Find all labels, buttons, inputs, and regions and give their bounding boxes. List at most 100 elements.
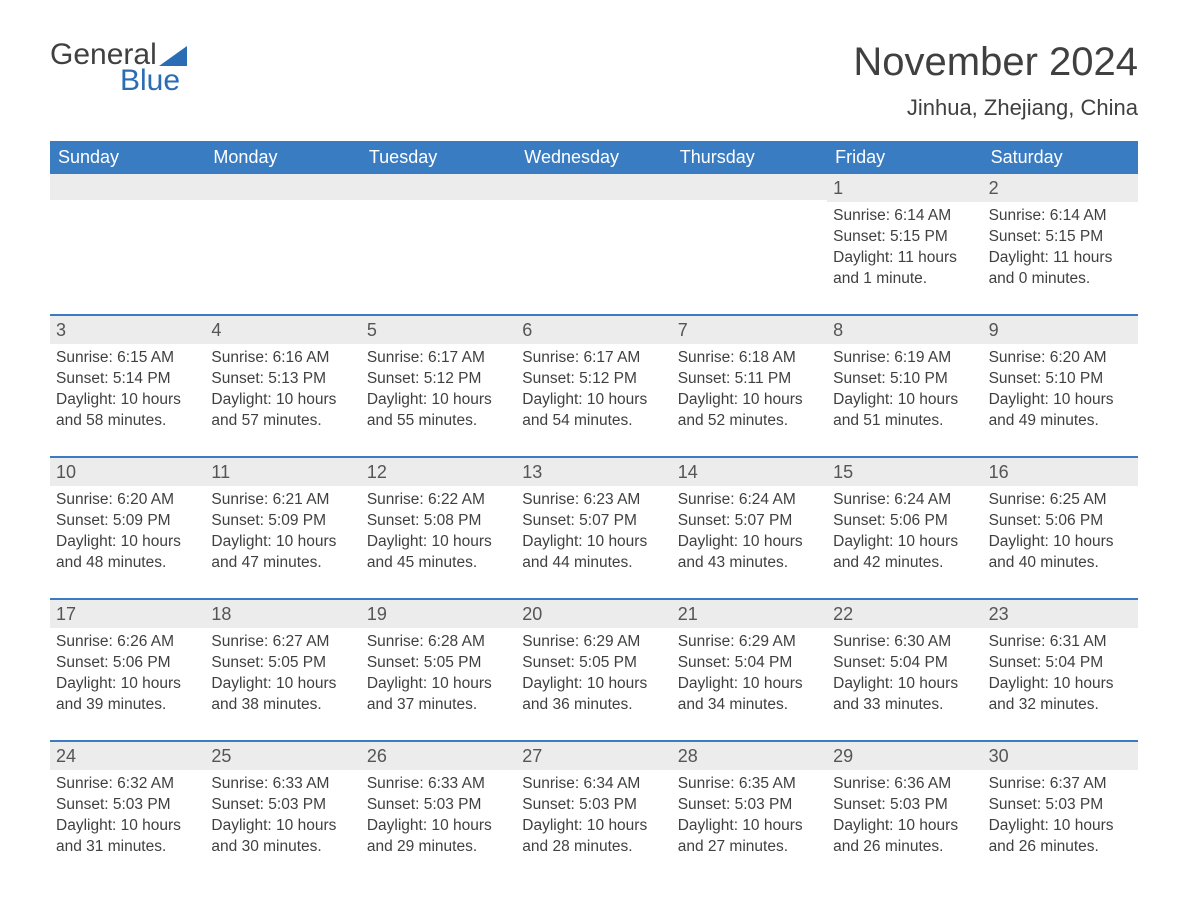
day-number: 29 [827, 742, 982, 770]
day-header-friday: Friday [827, 141, 982, 174]
calendar-cell: 16Sunrise: 6:25 AMSunset: 5:06 PMDayligh… [983, 458, 1138, 580]
weeks-container: 1Sunrise: 6:14 AMSunset: 5:15 PMDaylight… [50, 174, 1138, 864]
sunset-text: Sunset: 5:06 PM [833, 511, 976, 532]
header: General Blue November 2024 Jinhua, Zheji… [50, 40, 1138, 133]
calendar-cell-empty [516, 174, 671, 296]
day-header-tuesday: Tuesday [361, 141, 516, 174]
daylight-text: Daylight: 10 hours and 57 minutes. [211, 390, 354, 432]
day-header-wednesday: Wednesday [516, 141, 671, 174]
calendar-cell: 20Sunrise: 6:29 AMSunset: 5:05 PMDayligh… [516, 600, 671, 722]
week-row: 17Sunrise: 6:26 AMSunset: 5:06 PMDayligh… [50, 598, 1138, 722]
sunrise-text: Sunrise: 6:37 AM [989, 774, 1132, 795]
sunset-text: Sunset: 5:03 PM [56, 795, 199, 816]
day-number: 26 [361, 742, 516, 770]
day-number: 30 [983, 742, 1138, 770]
day-header-sunday: Sunday [50, 141, 205, 174]
day-number: 17 [50, 600, 205, 628]
sunset-text: Sunset: 5:14 PM [56, 369, 199, 390]
daylight-text: Daylight: 10 hours and 47 minutes. [211, 532, 354, 574]
sunset-text: Sunset: 5:03 PM [833, 795, 976, 816]
day-number: 7 [672, 316, 827, 344]
day-number: 24 [50, 742, 205, 770]
daylight-text: Daylight: 10 hours and 37 minutes. [367, 674, 510, 716]
calendar-cell-empty [50, 174, 205, 296]
calendar-cell: 12Sunrise: 6:22 AMSunset: 5:08 PMDayligh… [361, 458, 516, 580]
calendar-cell: 11 Sunrise: 6:21 AMSunset: 5:09 PMDayligh… [205, 458, 360, 580]
sunrise-text: Sunrise: 6:22 AM [367, 490, 510, 511]
day-number [361, 174, 516, 200]
calendar-cell: 7Sunrise: 6:18 AMSunset: 5:11 PMDaylight… [672, 316, 827, 438]
sunset-text: Sunset: 5:07 PM [522, 511, 665, 532]
sunrise-text: Sunrise: 6:25 AM [989, 490, 1132, 511]
day-number: 25 [205, 742, 360, 770]
sunset-text: Sunset: 5:03 PM [678, 795, 821, 816]
sunrise-text: Sunrise: 6:17 AM [367, 348, 510, 369]
daylight-text: Daylight: 10 hours and 31 minutes. [56, 816, 199, 858]
daylight-text: Daylight: 10 hours and 27 minutes. [678, 816, 821, 858]
sunrise-text: Sunrise: 6:24 AM [833, 490, 976, 511]
calendar-cell-empty [361, 174, 516, 296]
sunset-text: Sunset: 5:09 PM [211, 511, 354, 532]
day-number: 8 [827, 316, 982, 344]
daylight-text: Daylight: 11 hours and 0 minutes. [989, 248, 1132, 290]
month-title: November 2024 [853, 40, 1138, 85]
sunset-text: Sunset: 5:11 PM [678, 369, 821, 390]
sunset-text: Sunset: 5:03 PM [211, 795, 354, 816]
day-number: 19 [361, 600, 516, 628]
sunrise-text: Sunrise: 6:17 AM [522, 348, 665, 369]
sunset-text: Sunset: 5:08 PM [367, 511, 510, 532]
logo: General Blue [50, 40, 187, 96]
sunrise-text: Sunrise: 6:32 AM [56, 774, 199, 795]
sunrise-text: Sunrise: 6:20 AM [989, 348, 1132, 369]
week-row: 24Sunrise: 6:32 AMSunset: 5:03 PMDayligh… [50, 740, 1138, 864]
sunrise-text: Sunrise: 6:24 AM [678, 490, 821, 511]
sunset-text: Sunset: 5:10 PM [833, 369, 976, 390]
daylight-text: Daylight: 10 hours and 54 minutes. [522, 390, 665, 432]
daylight-text: Daylight: 10 hours and 45 minutes. [367, 532, 510, 574]
sunset-text: Sunset: 5:04 PM [833, 653, 976, 674]
sunset-text: Sunset: 5:05 PM [367, 653, 510, 674]
calendar-cell: 8 Sunrise: 6:19 AMSunset: 5:10 PMDaylight… [827, 316, 982, 438]
sunrise-text: Sunrise: 6:35 AM [678, 774, 821, 795]
daylight-text: Daylight: 10 hours and 30 minutes. [211, 816, 354, 858]
sunrise-text: Sunrise: 6:36 AM [833, 774, 976, 795]
calendar-cell: 4Sunrise: 6:16 AMSunset: 5:13 PMDaylight… [205, 316, 360, 438]
sunset-text: Sunset: 5:05 PM [522, 653, 665, 674]
daylight-text: Daylight: 10 hours and 38 minutes. [211, 674, 354, 716]
calendar-cell: 25Sunrise: 6:33 AMSunset: 5:03 PMDayligh… [205, 742, 360, 864]
week-row: 1Sunrise: 6:14 AMSunset: 5:15 PMDaylight… [50, 174, 1138, 296]
sunrise-text: Sunrise: 6:21 AM [211, 490, 354, 511]
sunrise-text: Sunrise: 6:29 AM [678, 632, 821, 653]
sunset-text: Sunset: 5:05 PM [211, 653, 354, 674]
daylight-text: Daylight: 10 hours and 51 minutes. [833, 390, 976, 432]
calendar-cell: 9Sunrise: 6:20 AMSunset: 5:10 PMDaylight… [983, 316, 1138, 438]
sunset-text: Sunset: 5:07 PM [678, 511, 821, 532]
calendar-cell: 2Sunrise: 6:14 AMSunset: 5:15 PMDaylight… [983, 174, 1138, 296]
location-label: Jinhua, Zhejiang, China [853, 95, 1138, 121]
sunrise-text: Sunrise: 6:28 AM [367, 632, 510, 653]
sunrise-text: Sunrise: 6:30 AM [833, 632, 976, 653]
day-number [516, 174, 671, 200]
sunrise-text: Sunrise: 6:18 AM [678, 348, 821, 369]
sunrise-text: Sunrise: 6:29 AM [522, 632, 665, 653]
calendar-cell: 1Sunrise: 6:14 AMSunset: 5:15 PMDaylight… [827, 174, 982, 296]
calendar-cell: 23Sunrise: 6:31 AMSunset: 5:04 PMDayligh… [983, 600, 1138, 722]
day-number: 18 [205, 600, 360, 628]
day-number: 10 [50, 458, 205, 486]
calendar-cell: 15Sunrise: 6:24 AMSunset: 5:06 PMDayligh… [827, 458, 982, 580]
day-number [50, 174, 205, 200]
sunrise-text: Sunrise: 6:33 AM [367, 774, 510, 795]
day-number: 14 [672, 458, 827, 486]
sunset-text: Sunset: 5:09 PM [56, 511, 199, 532]
sunset-text: Sunset: 5:06 PM [989, 511, 1132, 532]
sunrise-text: Sunrise: 6:23 AM [522, 490, 665, 511]
day-number: 11 [205, 458, 360, 486]
calendar-cell: 28Sunrise: 6:35 AMSunset: 5:03 PMDayligh… [672, 742, 827, 864]
calendar-cell: 6Sunrise: 6:17 AMSunset: 5:12 PMDaylight… [516, 316, 671, 438]
sunrise-text: Sunrise: 6:27 AM [211, 632, 354, 653]
calendar-cell: 14 Sunrise: 6:24 AMSunset: 5:07 PMDayligh… [672, 458, 827, 580]
sunset-text: Sunset: 5:15 PM [833, 227, 976, 248]
daylight-text: Daylight: 10 hours and 43 minutes. [678, 532, 821, 574]
sunrise-text: Sunrise: 6:19 AM [833, 348, 976, 369]
calendar-cell: 21Sunrise: 6:29 AMSunset: 5:04 PMDayligh… [672, 600, 827, 722]
